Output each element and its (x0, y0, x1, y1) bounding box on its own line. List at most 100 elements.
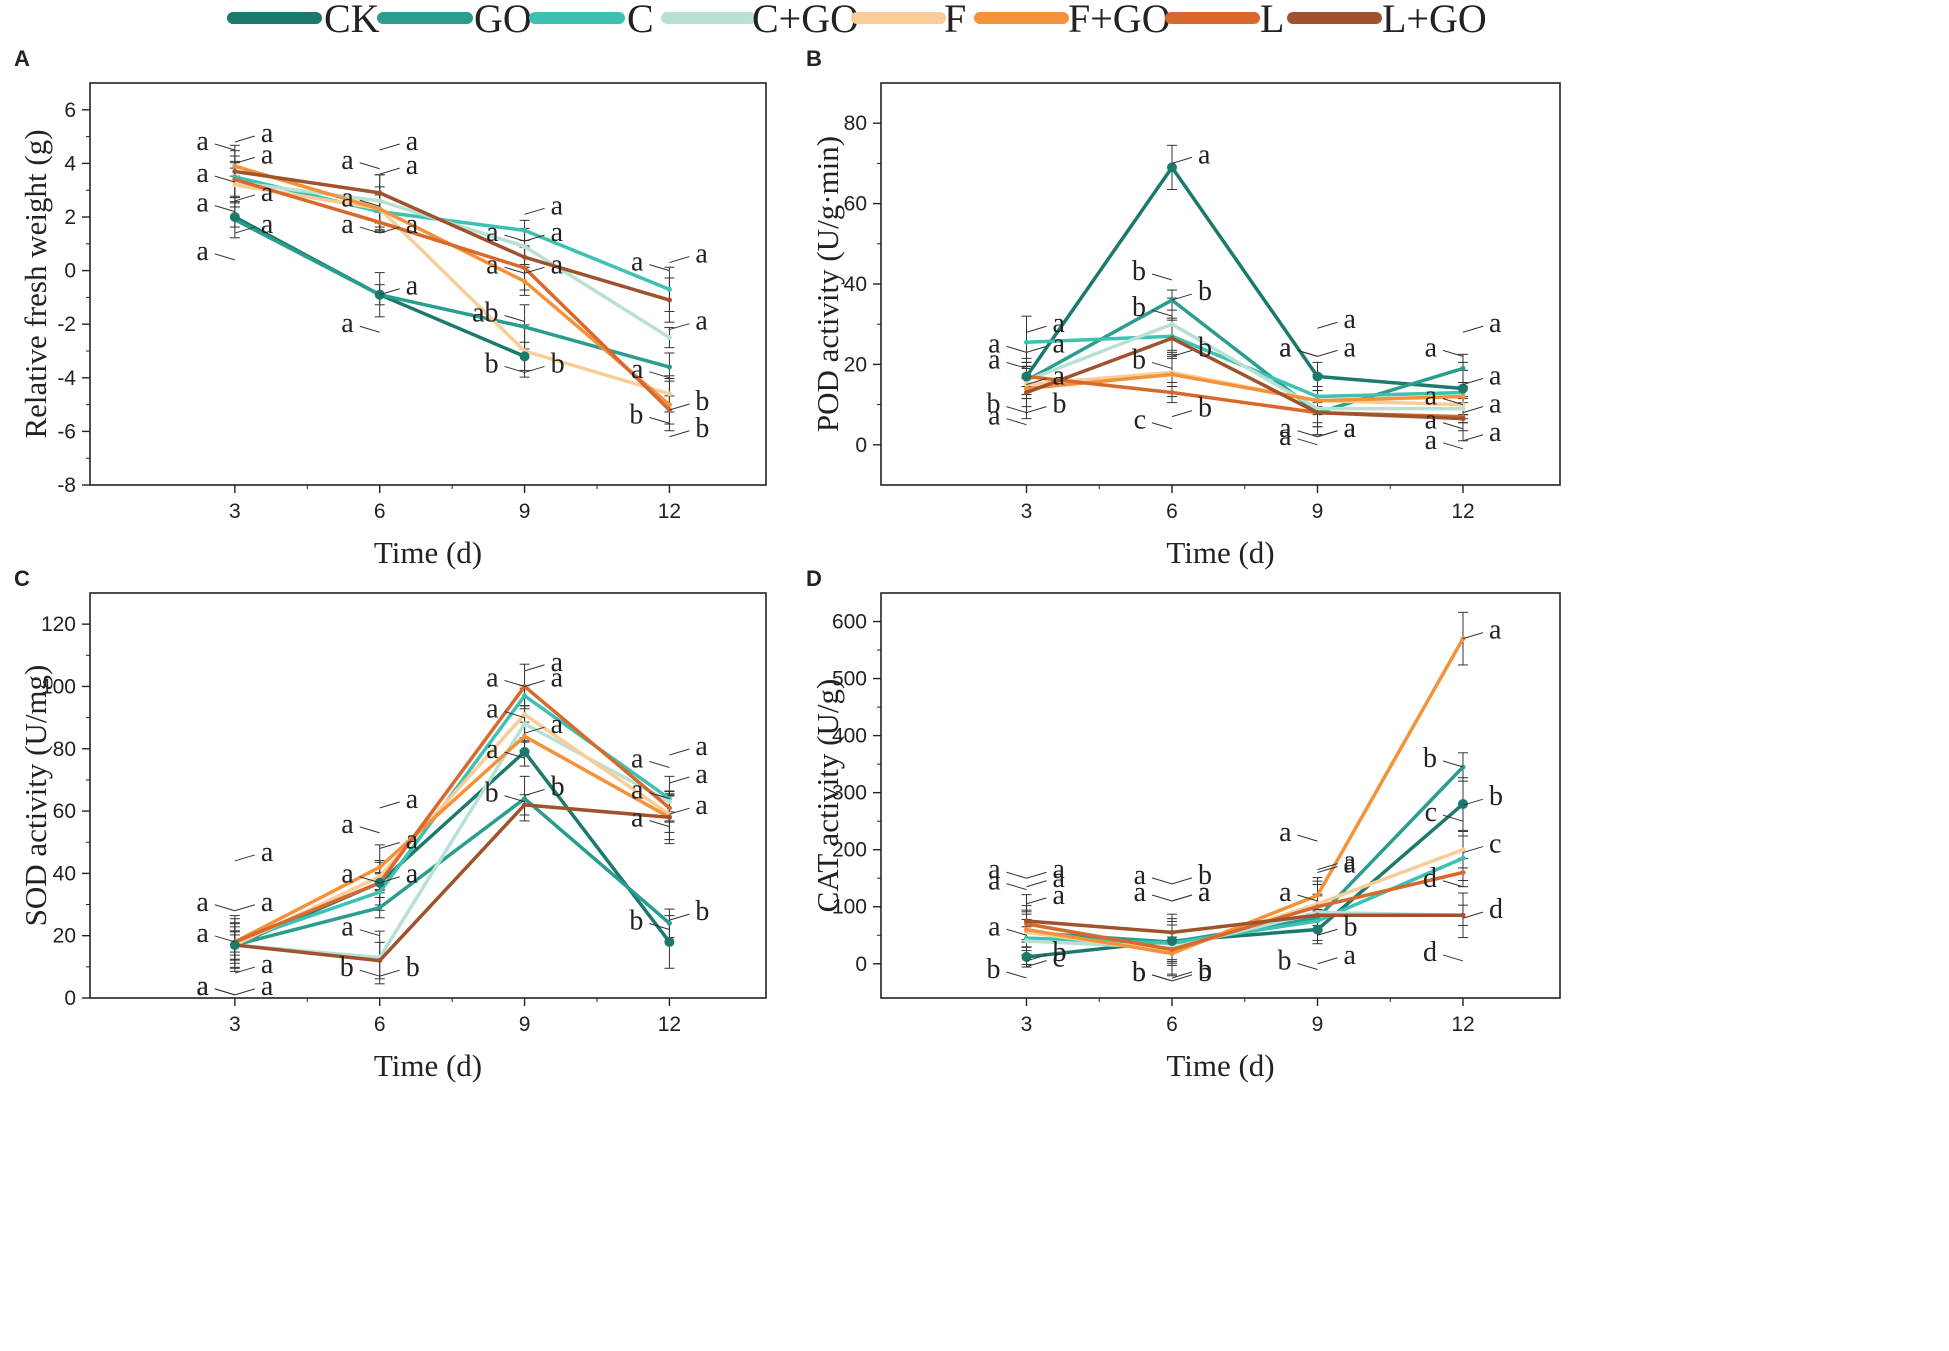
annotation-leader (234, 156, 256, 164)
significance-letter: a (1489, 417, 1502, 448)
annotation-leader (1442, 814, 1464, 822)
panel-letter: C (14, 566, 30, 591)
legend-label: GO (474, 0, 532, 41)
significance-letter: b (1198, 393, 1212, 424)
annotation-leader (524, 679, 545, 687)
data-point (1169, 335, 1175, 341)
annotation-leader (1026, 378, 1047, 385)
annotation-leader (1151, 894, 1173, 902)
y-tick-label: 80 (844, 112, 867, 135)
annotation-leader (1462, 846, 1484, 854)
annotation-leader (1442, 349, 1464, 357)
series-line-c-plus-go (1025, 322, 1463, 411)
significance-letter: a (551, 249, 564, 280)
significance-letter: a (1134, 877, 1147, 908)
significance-letter: a (631, 354, 644, 385)
significance-letter: a (1279, 877, 1292, 908)
ck-marker (1021, 951, 1032, 962)
annotation-leader (379, 226, 400, 234)
ck-marker (229, 212, 240, 222)
x-tick-label: 6 (1166, 1013, 1178, 1036)
data-point (1169, 951, 1175, 957)
significance-letter: a (551, 217, 564, 248)
panel-letter: A (14, 46, 30, 71)
annotation-leader (1151, 877, 1173, 885)
ck-marker (1167, 162, 1177, 173)
x-tick-label: 12 (1451, 500, 1474, 523)
significance-letter: a (196, 971, 209, 1002)
annotation-leader (1026, 880, 1047, 888)
annotation-leader (1442, 442, 1464, 450)
significance-letter: a (261, 139, 274, 170)
significance-letter: a (341, 859, 354, 890)
data-point (666, 364, 672, 370)
significance-letter: c (1489, 829, 1501, 860)
annotation-leader (1317, 321, 1338, 329)
annotation-leader (669, 807, 690, 815)
significance-letter: b (1489, 781, 1503, 812)
annotation-leader (649, 792, 670, 800)
significance-letter: b (485, 778, 499, 809)
data-point (666, 391, 672, 397)
annotation-leader (669, 403, 690, 411)
significance-letter: a (196, 887, 209, 918)
x-tick-label: 3 (229, 500, 241, 523)
y-tick-label: -6 (57, 420, 76, 443)
significance-letter: a (196, 918, 209, 949)
annotation-leader (1151, 273, 1173, 281)
x-axis-title: Time (d) (1166, 535, 1274, 570)
significance-letter: a (551, 662, 564, 693)
annotation-leader (1462, 911, 1484, 919)
significance-letter: b (629, 905, 643, 936)
annotation-leader (1442, 954, 1464, 962)
significance-letter: c (1425, 797, 1437, 828)
data-point (1460, 870, 1466, 876)
annotation-leader (1026, 345, 1047, 353)
annotation-leader (1297, 349, 1318, 357)
significance-letter: b (987, 389, 1001, 420)
significance-letter: a (551, 190, 564, 221)
annotation-leader (1442, 880, 1464, 888)
annotation-leader (524, 365, 545, 373)
x-tick-label: 3 (1021, 1013, 1033, 1036)
significance-letter: a (406, 126, 419, 157)
annotation-leader (669, 430, 690, 438)
annotation-leader (1006, 871, 1027, 879)
data-point (377, 905, 383, 911)
series-line-l-plus-go (1026, 913, 1463, 935)
annotation-leader (524, 207, 545, 215)
x-tick-label: 9 (1312, 1013, 1324, 1036)
data-point (1169, 321, 1175, 327)
ck-marker (1458, 799, 1468, 810)
data-point (1024, 918, 1029, 924)
significance-letter: b (1053, 937, 1067, 968)
annotation-leader (1171, 971, 1193, 979)
significance-letter: a (486, 217, 499, 248)
annotation-leader (504, 266, 525, 274)
annotation-leader (1026, 325, 1047, 333)
x-tick-label: 3 (1021, 500, 1033, 523)
significance-letter: a (261, 177, 274, 208)
data-point (377, 206, 383, 212)
annotation-leader (1317, 349, 1338, 357)
significance-letter: a (486, 662, 499, 693)
annotation-leader (1026, 871, 1047, 879)
series-line-l (234, 684, 671, 944)
significance-letter: a (1279, 332, 1292, 363)
significance-letter: a (1344, 849, 1357, 880)
annotation-leader (359, 876, 380, 884)
significance-letter: b (629, 399, 643, 430)
y-tick-label: -4 (57, 367, 76, 390)
significance-letter: a (1344, 940, 1357, 971)
significance-letter: d (1423, 937, 1437, 968)
significance-letter: a (196, 158, 209, 189)
series-line-f-plus-go (234, 164, 671, 406)
data-point (522, 254, 528, 260)
significance-letter: b (551, 348, 565, 379)
significance-letter: a (486, 694, 499, 725)
data-point (1460, 912, 1466, 918)
significance-letter: a (1198, 139, 1211, 170)
data-point (522, 693, 528, 699)
data-point (522, 265, 528, 271)
significance-letter: a (631, 743, 644, 774)
